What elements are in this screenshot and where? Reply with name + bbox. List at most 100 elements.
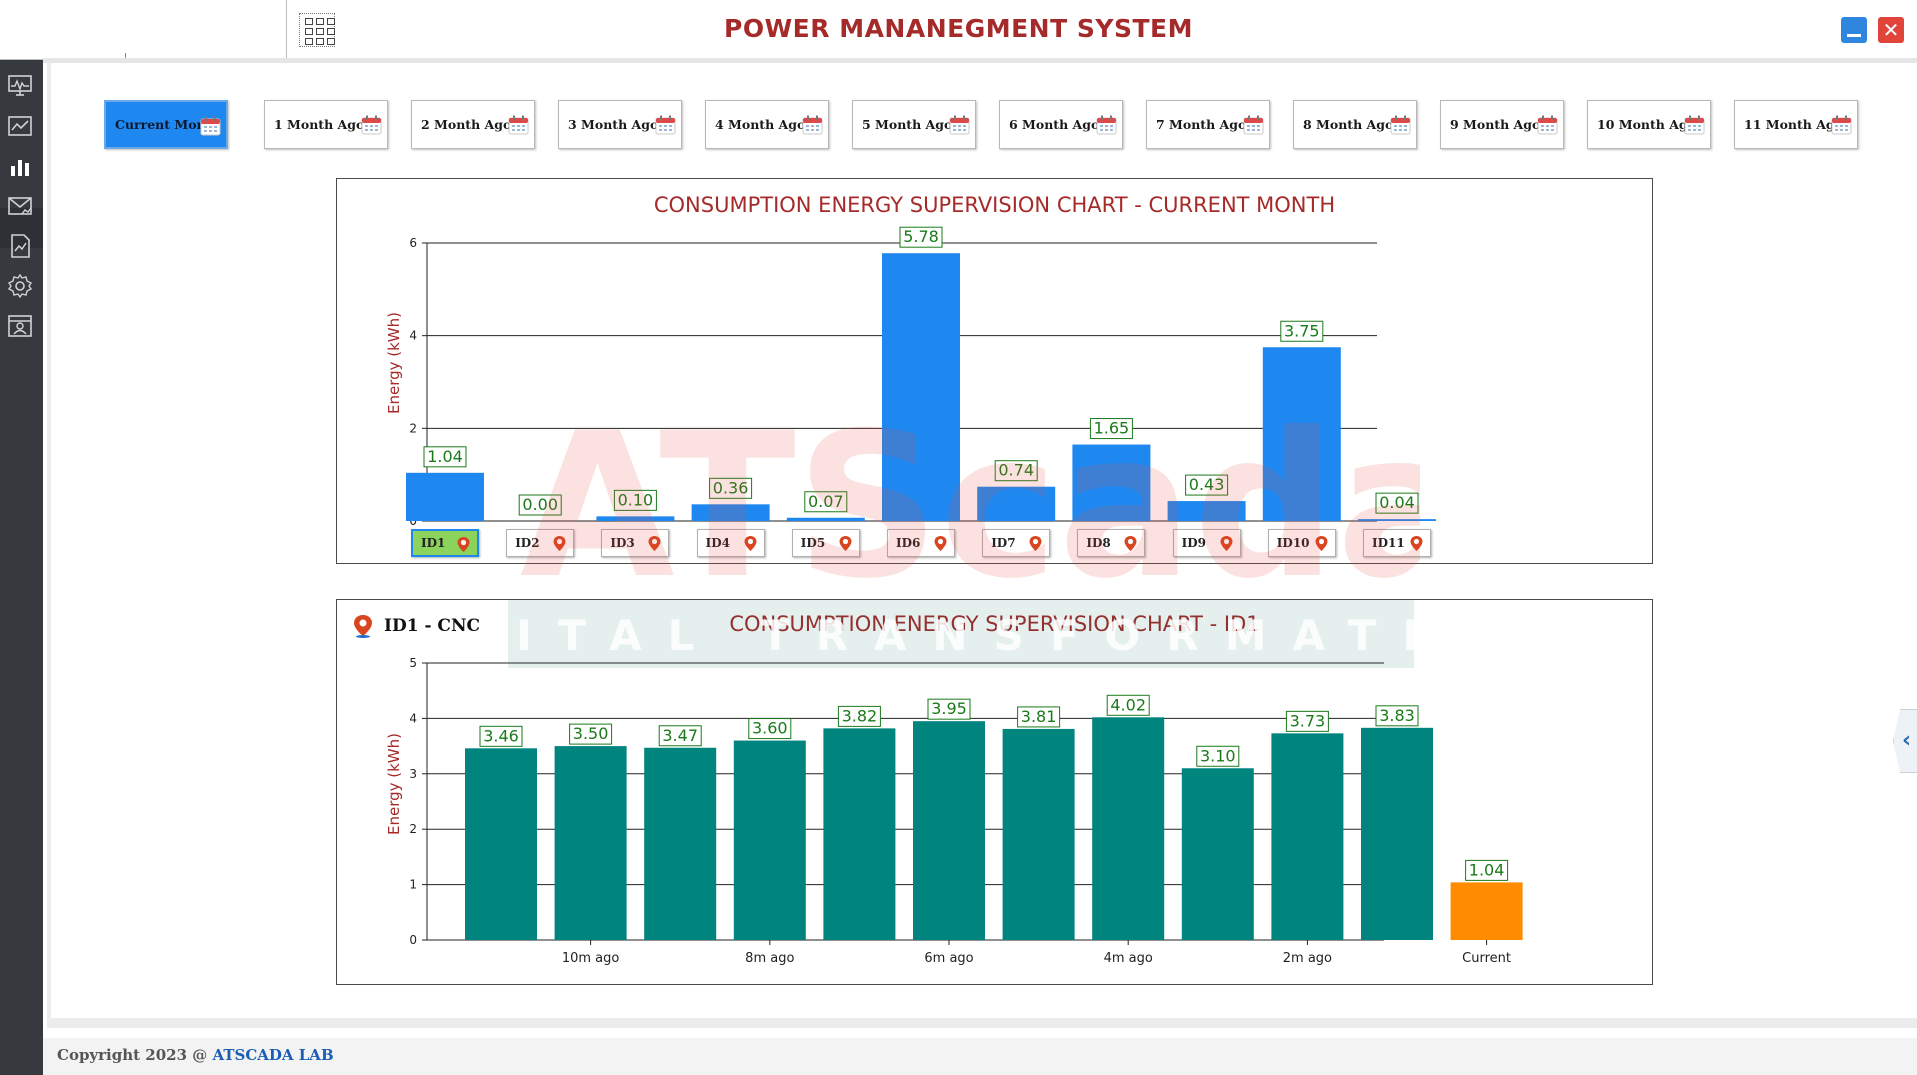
device-button-label: ID11	[1372, 536, 1405, 550]
data-label-box	[479, 725, 523, 747]
data-label: 1.04	[427, 447, 463, 466]
month-tab-7[interactable]: 7 Month Ago	[1146, 100, 1270, 149]
data-label: 3.81	[1021, 707, 1057, 726]
device-button-label: ID4	[705, 536, 730, 550]
month-tab-0[interactable]: Current Month	[104, 100, 228, 149]
bar-month-3[interactable]	[733, 740, 806, 940]
device-button-id7[interactable]: ID7	[982, 529, 1051, 557]
bar-id8[interactable]	[1072, 444, 1151, 521]
month-tab-label: 10 Month Ago	[1597, 117, 1696, 132]
month-tab-1[interactable]: 1 Month Ago	[264, 100, 388, 149]
month-tab-4[interactable]: 4 Month Ago	[705, 100, 829, 149]
app-header: POWER MANANEGMENT SYSTEM ✕	[0, 0, 1917, 60]
bar-month-8[interactable]	[1181, 768, 1254, 940]
month-tab-8[interactable]: 8 Month Ago	[1293, 100, 1417, 149]
device-button-label: ID1	[421, 536, 446, 550]
bar-month-11[interactable]	[1450, 882, 1523, 940]
apps-grid-icon[interactable]	[299, 13, 335, 47]
user-card-icon[interactable]	[6, 312, 34, 340]
month-tab-2[interactable]: 2 Month Ago	[411, 100, 535, 149]
location-pin-icon	[1124, 536, 1137, 551]
bar-id1[interactable]	[406, 472, 484, 521]
data-label-box	[1196, 745, 1240, 767]
trend-chart-icon[interactable]	[6, 112, 34, 140]
bar-month-2[interactable]	[644, 747, 717, 940]
month-tab-5[interactable]: 5 Month Ago	[852, 100, 976, 149]
device-button-label: ID2	[515, 536, 540, 550]
data-label-box	[804, 491, 848, 513]
logo-area	[0, 0, 287, 60]
bar-month-6[interactable]	[1002, 728, 1075, 940]
bar-id11[interactable]	[1358, 519, 1436, 521]
device-button-id8[interactable]: ID8	[1077, 529, 1146, 557]
x-tick-label: 6m ago	[924, 951, 973, 966]
close-button[interactable]: ✕	[1878, 17, 1904, 43]
bar-id5[interactable]	[786, 517, 865, 521]
month-tab-6[interactable]: 6 Month Ago	[999, 100, 1123, 149]
device-button-id5[interactable]: ID5	[791, 529, 860, 557]
data-label-box	[1017, 706, 1061, 728]
data-label: 0.07	[808, 492, 844, 511]
device-button-id9[interactable]: ID9	[1172, 529, 1241, 557]
calendar-icon	[1537, 115, 1558, 135]
bar-id3[interactable]	[596, 516, 675, 521]
data-label-box	[837, 705, 881, 727]
bar-chart-icon[interactable]	[6, 152, 34, 180]
bar-id9[interactable]	[1167, 501, 1246, 521]
y-tick-label: 3	[409, 767, 417, 781]
bar-month-4[interactable]	[823, 728, 896, 940]
device-button-id2[interactable]: ID2	[506, 529, 575, 557]
data-label-box	[1089, 418, 1133, 440]
device-button-id11[interactable]: ID11	[1363, 529, 1431, 557]
selected-device: ID1 - CNC	[352, 614, 480, 638]
data-label: 4.02	[1110, 695, 1146, 714]
location-pin-icon	[744, 536, 757, 551]
device-button-label: ID9	[1181, 536, 1206, 550]
data-label-box	[748, 718, 792, 740]
month-tab-3[interactable]: 3 Month Ago	[558, 100, 682, 149]
month-tab-11[interactable]: 11 Month Ago	[1734, 100, 1858, 149]
sidebar	[0, 60, 43, 1075]
bar-id4[interactable]	[691, 504, 770, 521]
gear-icon[interactable]	[6, 272, 34, 300]
device-button-id10[interactable]: ID10	[1267, 529, 1336, 557]
x-tick-label: 2m ago	[1283, 951, 1332, 966]
copyright-text: Copyright 2023 @	[57, 1046, 208, 1064]
bar-month-5[interactable]	[913, 721, 985, 940]
location-pin-icon	[1220, 536, 1233, 551]
mail-report-icon[interactable]	[6, 192, 34, 220]
data-label: 0.36	[713, 478, 749, 497]
device-button-label: ID3	[610, 536, 635, 550]
company-name: ATSCADA LAB	[212, 1046, 334, 1064]
bar-id10[interactable]	[1262, 347, 1341, 521]
month-tab-9[interactable]: 9 Month Ago	[1440, 100, 1564, 149]
bar-id6[interactable]	[882, 253, 960, 521]
month-tab-label: 11 Month Ago	[1744, 117, 1843, 132]
footer: Copyright 2023 @ ATSCADA LAB	[43, 1038, 1917, 1075]
data-label: 0.00	[522, 495, 558, 514]
device-button-label: ID6	[896, 536, 921, 550]
y-tick-label: 2	[409, 822, 417, 836]
minimize-button[interactable]	[1841, 17, 1867, 43]
bar-month-10[interactable]	[1361, 727, 1433, 940]
device-button-id1[interactable]: ID1	[411, 529, 479, 557]
device-button-id6[interactable]: ID6	[887, 529, 955, 557]
month-tab-10[interactable]: 10 Month Ago	[1587, 100, 1711, 149]
device-button-id4[interactable]: ID4	[696, 529, 765, 557]
bar-month-0[interactable]	[465, 748, 537, 940]
bar-id7[interactable]	[977, 486, 1056, 521]
month-tab-label: 8 Month Ago	[1303, 117, 1394, 132]
data-label: 3.95	[931, 699, 967, 718]
app-title: POWER MANANEGMENT SYSTEM	[724, 14, 1193, 43]
bar-month-7[interactable]	[1092, 717, 1165, 940]
bar-month-9[interactable]	[1271, 733, 1344, 940]
bar-month-1[interactable]	[554, 746, 627, 940]
calendar-icon	[508, 115, 529, 135]
data-label-box	[899, 226, 943, 248]
device-history-chart-panel: ID1 - CNC CONSUMPTION ENERGY SUPERVISION…	[336, 599, 1653, 985]
report-icon[interactable]	[6, 232, 34, 260]
monitor-icon[interactable]	[6, 72, 34, 100]
month-tab-label: 1 Month Ago	[274, 117, 365, 132]
device-button-id3[interactable]: ID3	[601, 529, 670, 557]
data-label-box	[569, 723, 613, 745]
